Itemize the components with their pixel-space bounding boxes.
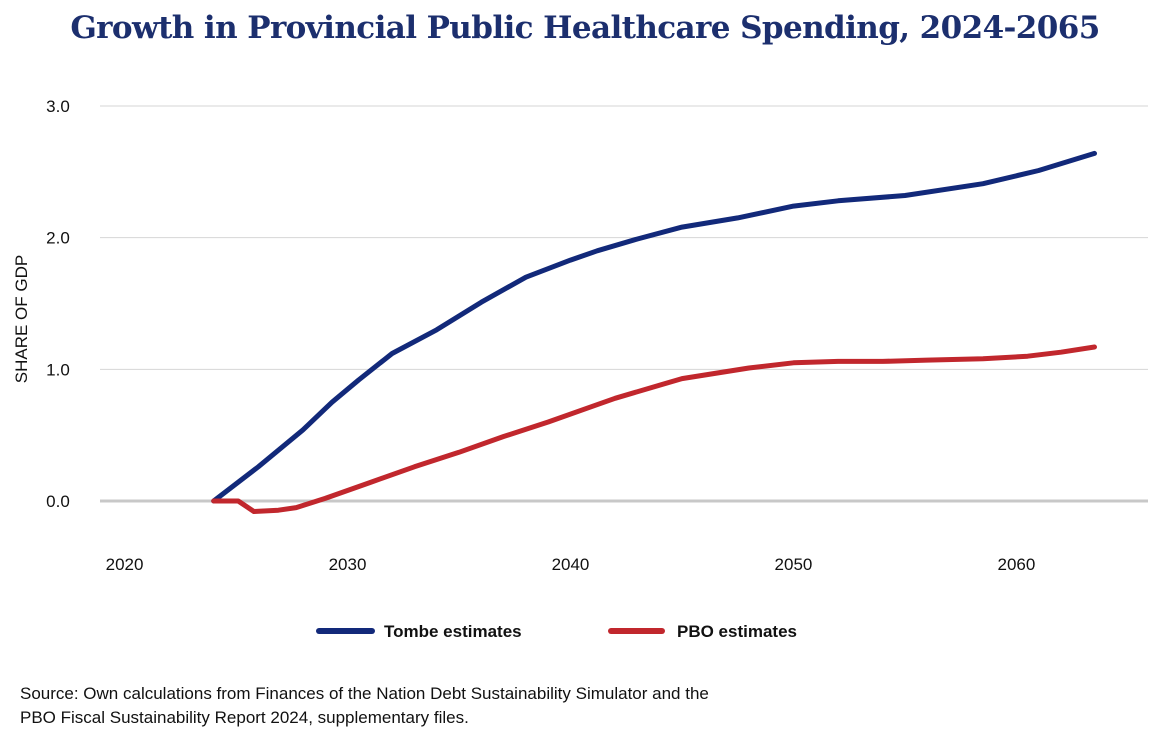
legend-label: Tombe estimates	[384, 622, 522, 641]
y-axis-label: SHARE OF GDP	[12, 255, 31, 383]
x-tick-label: 2040	[552, 555, 590, 574]
source-line-2: PBO Fiscal Sustainability Report 2024, s…	[20, 708, 469, 727]
y-tick-label: 0.0	[46, 492, 70, 511]
x-tick-label: 2060	[998, 555, 1036, 574]
x-tick-label: 2020	[106, 555, 144, 574]
legend-label: PBO estimates	[677, 622, 797, 641]
x-tick-label: 2050	[775, 555, 813, 574]
x-axis: 2020 2030 2040 2050 2060	[106, 555, 1036, 574]
source-note: Source: Own calculations from Finances o…	[20, 682, 920, 730]
chart-title: Growth in Provincial Public Healthcare S…	[70, 10, 1100, 46]
source-line-1: Source: Own calculations from Finances o…	[20, 684, 709, 703]
series-line-tombe	[211, 150, 1097, 504]
legend: Tombe estimates PBO estimates	[316, 622, 797, 641]
line-chart: 0.0 1.0 2.0 3.0 2020 2030 2040 2050 2060 SHARE …	[12, 97, 1148, 641]
y-tick-label: 2.0	[46, 229, 70, 248]
y-tick-label: 3.0	[46, 97, 70, 116]
gridlines	[100, 105, 1148, 503]
y-tick-label: 1.0	[46, 360, 70, 379]
y-axis: 0.0 1.0 2.0 3.0	[46, 97, 70, 511]
series-layer	[211, 150, 1097, 514]
series-line-pbo	[211, 344, 1097, 514]
x-tick-label: 2030	[329, 555, 367, 574]
